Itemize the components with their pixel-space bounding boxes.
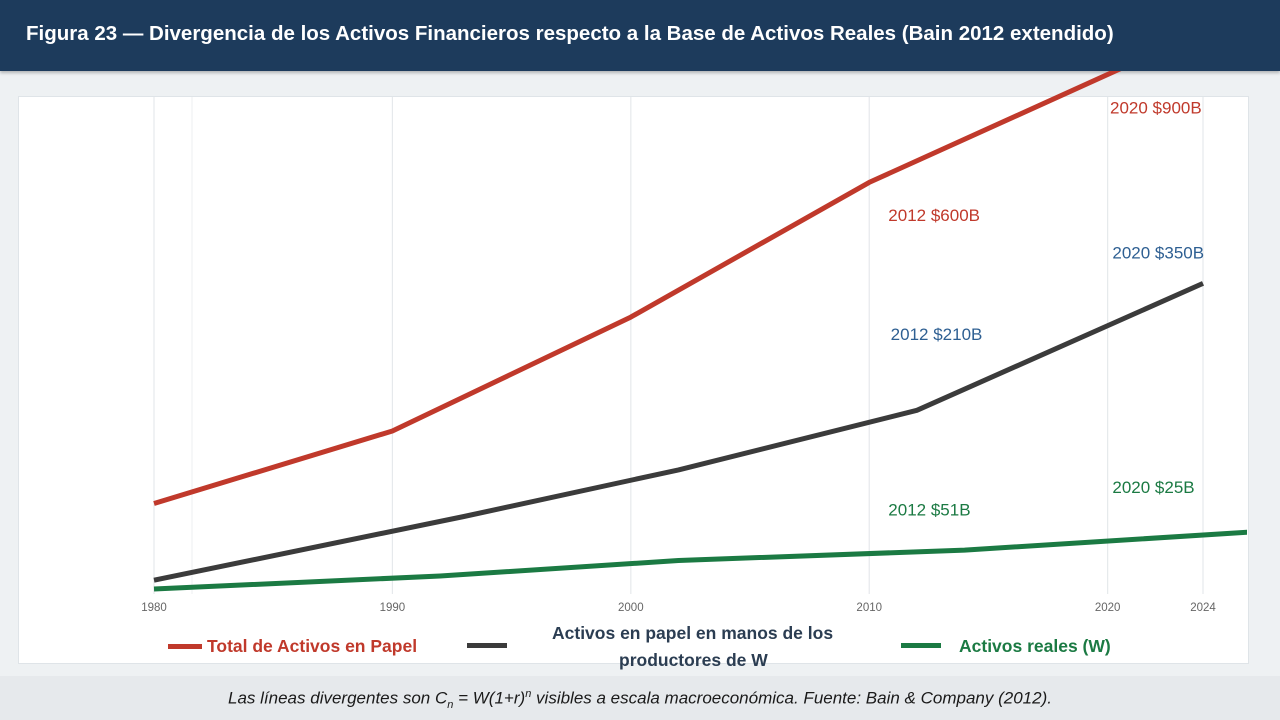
legend-swatch-productores	[467, 643, 507, 648]
figure-title: Figura 23 — Divergencia de los Activos F…	[26, 22, 1114, 45]
footer-note-sub: n	[447, 699, 454, 712]
footer-note-mid: = W(1+r)	[453, 688, 526, 708]
annotation-2020-350b: 2020 $350B	[1112, 244, 1204, 263]
annotation-2012-51b: 2012 $51B	[888, 500, 970, 519]
annotation-2012-210b: 2012 $210B	[891, 325, 983, 344]
footer-note: Las líneas divergentes son Cn = W(1+r)n …	[0, 688, 1280, 711]
series-line-activos-reales-w	[153, 529, 1247, 592]
annotation-2012-600b: 2012 $600B	[888, 206, 980, 225]
x-tick-label-2000: 2000	[618, 602, 644, 614]
x-tick-label-2020: 2020	[1095, 602, 1121, 614]
annotation-2020-900b: 2020 $900B	[1110, 98, 1202, 117]
x-tick-label-1980: 1980	[141, 602, 167, 614]
footer-note-suffix: visibles a escala macroeconómica. Fuente…	[531, 688, 1052, 708]
footer-bar: Las líneas divergentes son Cn = W(1+r)n …	[0, 676, 1280, 720]
series-line-total-de-activos-en-papel	[153, 71, 1122, 506]
chart-panel	[18, 96, 1249, 664]
legend-label-productores-line2: productores de W	[619, 650, 768, 670]
header-bar: Figura 23 — Divergencia de los Activos F…	[0, 0, 1280, 71]
x-tick-label-1990: 1990	[380, 602, 406, 614]
legend-swatch-activos-reales	[901, 643, 941, 648]
line-chart: 1980 1990 2000 2010 2020 2024 2020 $900B 2012 $…	[141, 71, 1247, 614]
series-line-activos-en-papel-en-manos-de-los-productores-de-w	[153, 281, 1205, 583]
annotation-2020-25b: 2020 $25B	[1112, 478, 1194, 497]
legend-swatch-total-papel	[168, 644, 202, 649]
footer-note-sup: n	[525, 688, 532, 700]
legend-label-activos-reales: Activos reales (W)	[959, 636, 1111, 656]
footer-note-prefix: Las líneas divergentes son C	[228, 688, 448, 708]
legend-label-productores-line1: Activos en papel en manos de los	[552, 623, 834, 643]
legend-label-total-papel: Total de Activos en Papel	[207, 636, 418, 656]
x-tick-label-2010: 2010	[856, 602, 882, 614]
x-tick-label-2024: 2024	[1190, 602, 1216, 614]
